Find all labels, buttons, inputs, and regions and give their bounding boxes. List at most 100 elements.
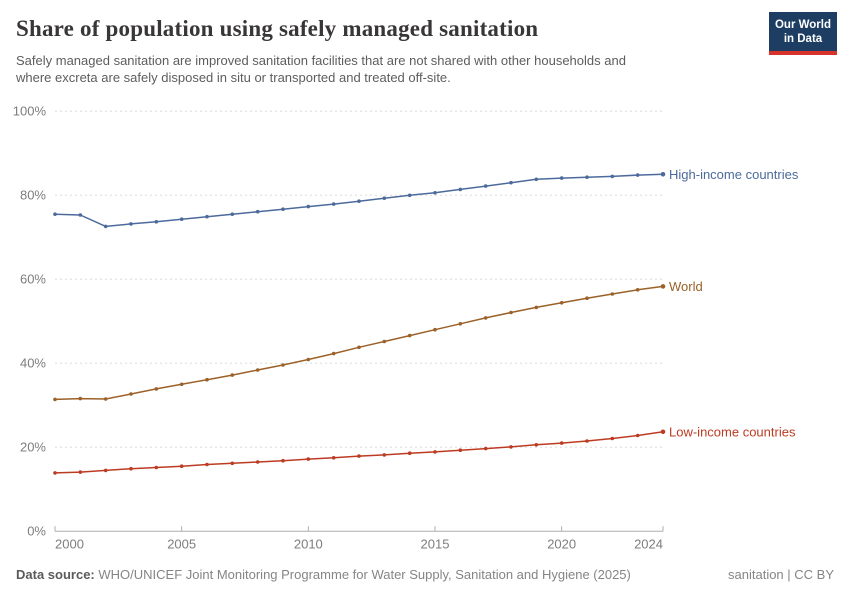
point-world-2013[interactable] — [382, 339, 387, 344]
point-high-income-countries-2009[interactable] — [281, 207, 285, 211]
data-source-text: WHO/UNICEF Joint Monitoring Programme fo… — [98, 567, 631, 582]
point-high-income-countries-2018[interactable] — [509, 180, 513, 185]
line-chart: 0% 20% 40% 60% 80% 100% 2000 2005 2010 2015 2020 20… — [0, 98, 850, 556]
point-world-2016[interactable] — [458, 322, 463, 326]
point-low-income-countries-2000[interactable] — [53, 471, 57, 475]
point-low-income-countries-2022[interactable] — [610, 436, 615, 441]
point-low-income-countries-2007[interactable] — [230, 461, 235, 466]
point-low-income-countries-2018[interactable] — [509, 445, 513, 449]
y-tick-label: 0% — [27, 524, 46, 539]
point-low-income-countries-2004[interactable] — [154, 465, 159, 470]
point-low-income-countries-2009[interactable] — [281, 458, 285, 463]
point-world-2004[interactable] — [154, 387, 159, 391]
point-high-income-countries-2020[interactable] — [559, 176, 564, 180]
owid-logo-red-bar — [769, 51, 837, 55]
point-low-income-countries-2019[interactable] — [534, 443, 539, 447]
point-world-2015[interactable] — [433, 327, 437, 332]
point-high-income-countries-2016[interactable] — [458, 187, 463, 192]
point-world-2006[interactable] — [205, 377, 209, 382]
point-low-income-countries-2021[interactable] — [585, 439, 589, 443]
point-world-2023[interactable] — [635, 288, 640, 292]
point-low-income-countries-2015[interactable] — [433, 450, 437, 454]
point-world-2009[interactable] — [281, 363, 285, 367]
point-high-income-countries-2007[interactable] — [230, 212, 235, 216]
y-tick-label: 20% — [20, 440, 46, 455]
point-high-income-countries-2008[interactable] — [255, 209, 260, 214]
owid-logo-line1: Our World — [774, 19, 831, 31]
point-low-income-countries-2024[interactable] — [660, 429, 666, 435]
line-label-low-income-countries[interactable]: Low-income countries — [669, 424, 796, 439]
x-tick-label: 2000 — [55, 536, 84, 551]
point-low-income-countries-2003[interactable] — [129, 466, 133, 471]
point-high-income-countries-2004[interactable] — [154, 220, 159, 224]
point-world-2007[interactable] — [230, 373, 235, 377]
point-high-income-countries-2013[interactable] — [382, 196, 387, 200]
point-low-income-countries-2014[interactable] — [407, 451, 412, 456]
point-high-income-countries-2023[interactable] — [635, 173, 640, 177]
point-high-income-countries-2021[interactable] — [585, 175, 589, 179]
chart-subtitle-line2: where excreta are safely disposed in sit… — [16, 70, 451, 85]
point-world-2008[interactable] — [255, 368, 260, 372]
point-world-2011[interactable] — [331, 351, 336, 356]
point-world-2021[interactable] — [585, 296, 589, 300]
point-low-income-countries-2012[interactable] — [357, 454, 361, 458]
x-tick-label: 2020 — [547, 536, 576, 551]
point-high-income-countries-2017[interactable] — [483, 184, 488, 188]
data-source: Data source: WHO/UNICEF Joint Monitoring… — [16, 567, 631, 582]
point-high-income-countries-2000[interactable] — [53, 212, 57, 216]
point-low-income-countries-2001[interactable] — [78, 470, 83, 474]
line-label-world[interactable]: World — [669, 279, 703, 294]
chart-subtitle-line1: Safely managed sanitation are improved s… — [16, 53, 626, 68]
page-title: Share of population using safely managed… — [16, 16, 539, 41]
point-world-2010[interactable] — [306, 357, 311, 362]
point-world-2014[interactable] — [407, 333, 412, 338]
line-low-income-countries[interactable] — [54, 431, 664, 474]
point-low-income-countries-2011[interactable] — [331, 456, 336, 460]
point-high-income-countries-2005[interactable] — [179, 217, 184, 221]
point-low-income-countries-2013[interactable] — [382, 453, 387, 457]
point-low-income-countries-2023[interactable] — [635, 433, 640, 438]
point-world-2005[interactable] — [179, 382, 184, 387]
point-high-income-countries-2003[interactable] — [129, 222, 133, 226]
point-high-income-countries-2001[interactable] — [78, 213, 83, 217]
point-world-2002[interactable] — [103, 397, 108, 401]
point-world-2019[interactable] — [534, 305, 539, 310]
point-world-2001[interactable] — [78, 396, 83, 401]
point-world-2012[interactable] — [357, 345, 361, 350]
point-low-income-countries-2008[interactable] — [255, 460, 260, 464]
point-high-income-countries-2011[interactable] — [331, 202, 336, 206]
owid-logo[interactable]: Our World in Data — [769, 12, 837, 55]
point-world-2024[interactable] — [660, 284, 666, 289]
point-world-2022[interactable] — [610, 292, 615, 296]
point-high-income-countries-2002[interactable] — [103, 224, 108, 229]
point-high-income-countries-2019[interactable] — [534, 177, 539, 182]
point-world-2003[interactable] — [129, 392, 133, 396]
point-world-2017[interactable] — [483, 316, 488, 320]
point-high-income-countries-2022[interactable] — [610, 174, 615, 179]
license-note[interactable]: sanitation | CC BY — [728, 567, 834, 582]
point-high-income-countries-2010[interactable] — [306, 204, 311, 209]
point-low-income-countries-2002[interactable] — [103, 468, 108, 473]
point-world-2018[interactable] — [509, 310, 513, 315]
point-high-income-countries-2024[interactable] — [660, 172, 666, 177]
y-tick-label: 60% — [20, 272, 46, 287]
owid-logo-line2: in Data — [783, 33, 823, 45]
line-label-high-income-countries[interactable]: High-income countries — [669, 167, 799, 182]
point-low-income-countries-2017[interactable] — [483, 446, 488, 451]
point-world-2000[interactable] — [53, 397, 57, 402]
point-low-income-countries-2005[interactable] — [179, 464, 184, 469]
point-high-income-countries-2012[interactable] — [357, 199, 361, 203]
x-tick-label: 2010 — [294, 536, 323, 551]
point-low-income-countries-2016[interactable] — [458, 448, 463, 453]
x-tick-label: 2024 — [634, 536, 663, 551]
data-source-label: Data source: — [16, 567, 95, 582]
point-high-income-countries-2015[interactable] — [433, 191, 437, 195]
point-high-income-countries-2006[interactable] — [205, 214, 209, 219]
point-world-2020[interactable] — [559, 301, 564, 305]
point-high-income-countries-2014[interactable] — [407, 193, 412, 198]
point-low-income-countries-2020[interactable] — [559, 441, 564, 445]
line-world[interactable] — [54, 285, 664, 401]
point-low-income-countries-2010[interactable] — [306, 457, 311, 461]
point-low-income-countries-2006[interactable] — [205, 462, 209, 467]
